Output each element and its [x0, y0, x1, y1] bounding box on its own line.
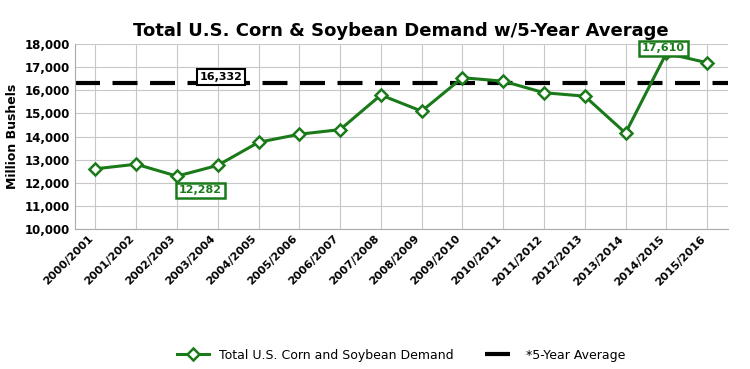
*5-Year Average	[132, 80, 141, 85]
Total U.S. Corn and Soybean Demand	[254, 140, 263, 145]
Total U.S. Corn and Soybean Demand	[335, 127, 344, 132]
Total U.S. Corn and Soybean Demand	[91, 167, 100, 171]
Total U.S. Corn and Soybean Demand	[621, 131, 630, 135]
Total U.S. Corn and Soybean Demand	[499, 79, 508, 83]
Total U.S. Corn and Soybean Demand	[580, 94, 590, 99]
Total U.S. Corn and Soybean Demand	[172, 174, 182, 178]
Title: Total U.S. Corn & Soybean Demand w/5-Year Average: Total U.S. Corn & Soybean Demand w/5-Yea…	[134, 22, 669, 40]
Total U.S. Corn and Soybean Demand	[376, 93, 386, 97]
Total U.S. Corn and Soybean Demand	[417, 109, 426, 113]
Total U.S. Corn and Soybean Demand	[703, 61, 712, 65]
Total U.S. Corn and Soybean Demand	[539, 90, 548, 95]
Total U.S. Corn and Soybean Demand	[458, 76, 467, 80]
*5-Year Average	[91, 80, 100, 85]
Total U.S. Corn and Soybean Demand	[662, 51, 670, 55]
Total U.S. Corn and Soybean Demand	[132, 162, 141, 166]
Total U.S. Corn and Soybean Demand	[295, 132, 304, 137]
Text: 16,332: 16,332	[200, 72, 242, 82]
Text: 17,610: 17,610	[642, 44, 685, 54]
Line: Total U.S. Corn and Soybean Demand: Total U.S. Corn and Soybean Demand	[92, 49, 711, 180]
Text: 12,282: 12,282	[179, 186, 222, 196]
Y-axis label: Million Bushels: Million Bushels	[6, 84, 20, 189]
Total U.S. Corn and Soybean Demand	[213, 163, 222, 168]
Legend: Total U.S. Corn and Soybean Demand, *5-Year Average: Total U.S. Corn and Soybean Demand, *5-Y…	[177, 349, 626, 362]
